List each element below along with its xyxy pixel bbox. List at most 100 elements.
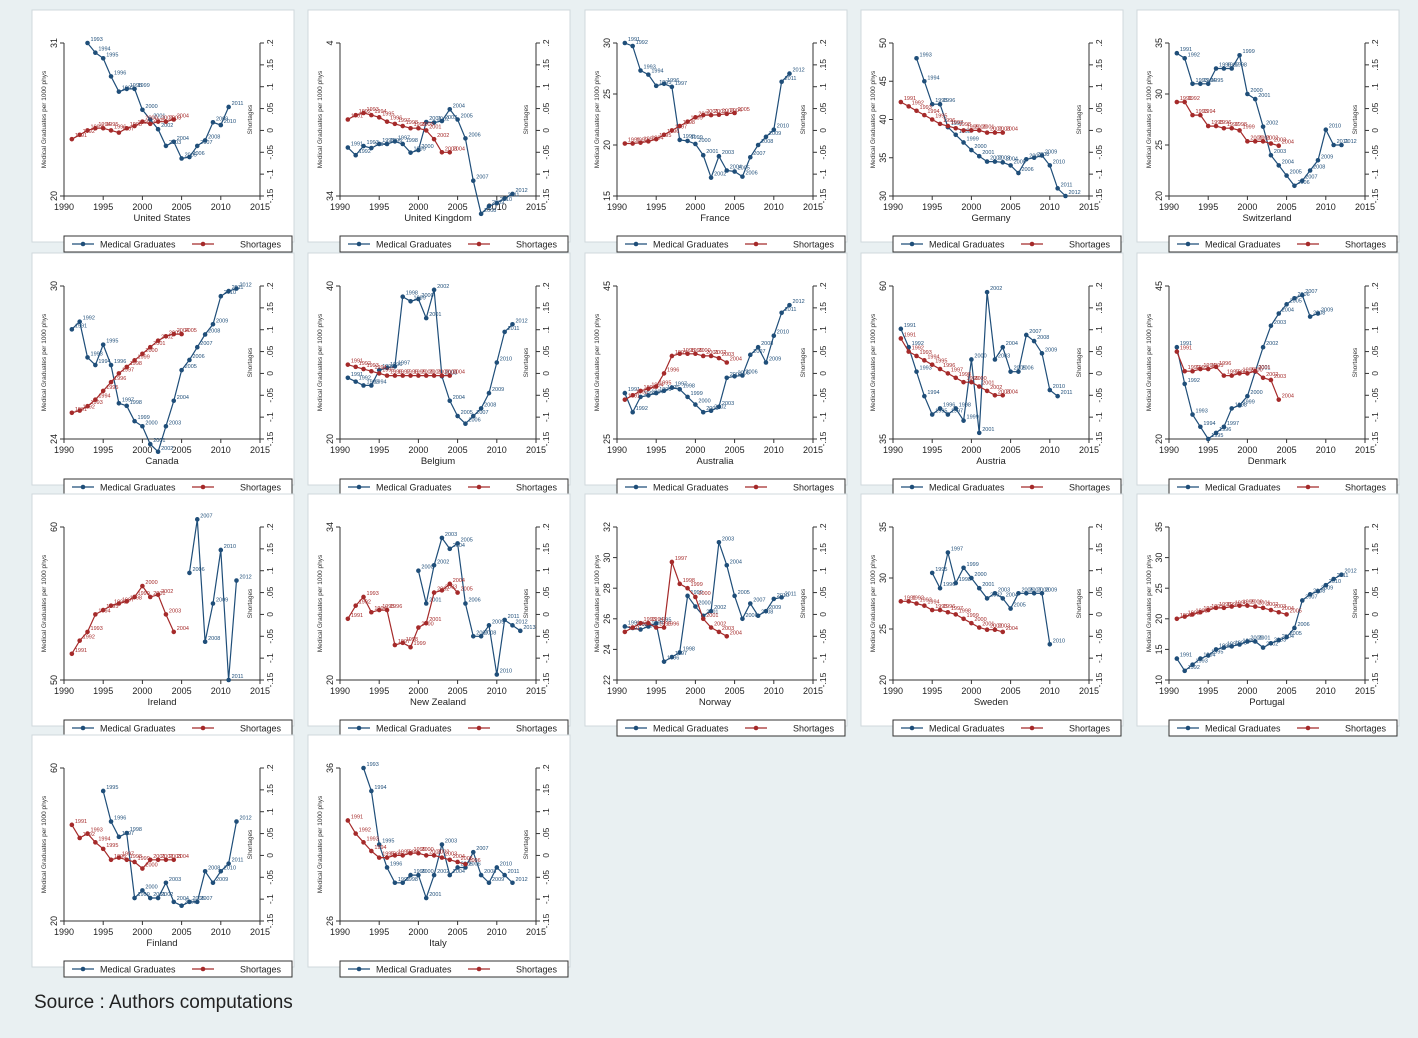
y2-tick-label: .1 (1370, 326, 1380, 333)
data-point (77, 638, 82, 643)
x-tick-label: 2000 (961, 445, 981, 455)
data-label: 2006 (1021, 587, 1033, 593)
data-label: 2008 (208, 865, 220, 871)
data-point (478, 633, 484, 639)
data-label: 1998 (130, 827, 142, 833)
data-label: 1994 (927, 600, 939, 606)
data-point (408, 150, 413, 155)
x-axis-label: Portugal (1249, 697, 1284, 708)
y2-tick-label: -.1 (265, 894, 275, 904)
data-point (653, 625, 659, 630)
data-point (163, 612, 169, 617)
data-point (1031, 591, 1037, 596)
data-label: 1993 (91, 828, 103, 834)
data-point (93, 362, 98, 368)
data-label: 2006 (468, 858, 480, 864)
data-point (502, 617, 507, 623)
data-point (1213, 123, 1219, 129)
y2-tick-label: .15 (818, 59, 828, 71)
data-point (400, 373, 406, 378)
data-point (202, 332, 208, 337)
y-tick-label: 40 (325, 281, 335, 291)
data-point (1213, 430, 1219, 436)
legend: Medical Graduates Shortages (339, 960, 569, 978)
data-label: 1997 (398, 370, 410, 376)
data-point (622, 40, 628, 46)
data-label: 2009 (1321, 585, 1333, 591)
data-point (478, 211, 484, 217)
data-point (124, 364, 130, 370)
legend-label-graduates: Medical Graduates (100, 483, 176, 493)
data-label: 2008 (761, 341, 773, 347)
data-label: 1992 (636, 406, 648, 412)
data-point (431, 373, 437, 378)
data-point (937, 607, 943, 613)
data-label: 2012 (239, 816, 251, 822)
legend-label-shortages: Shortages (1345, 483, 1387, 493)
data-label: 2001 (1258, 601, 1270, 607)
data-point (155, 126, 161, 132)
panel-background (584, 493, 848, 727)
data-label: 1998 (959, 122, 971, 128)
y2-tick-label: -.1 (1094, 653, 1104, 663)
data-point (85, 831, 90, 836)
data-label: 1997 (951, 120, 963, 126)
data-label: 2002 (1266, 135, 1278, 141)
data-label: 1999 (1243, 124, 1255, 130)
data-point (1245, 371, 1250, 376)
data-label: 1999 (967, 562, 979, 568)
data-point (1063, 193, 1068, 199)
data-label: 2000 (1250, 135, 1262, 141)
data-point (646, 624, 651, 629)
y2-tick-label: 0 (1094, 371, 1104, 376)
data-point (140, 866, 145, 871)
legend-marker-graduates (356, 484, 362, 490)
data-point (1198, 81, 1203, 87)
legend-marker-shortages (200, 241, 206, 247)
data-point (763, 360, 769, 365)
y2-tick-label: .2 (1094, 39, 1104, 46)
data-point (708, 175, 714, 180)
y2-tick-label: .05 (265, 345, 275, 357)
y2-tick-label: .2 (1370, 39, 1380, 46)
data-point (408, 850, 413, 856)
y2-tick-label: 0 (265, 853, 275, 858)
x-tick-label: 2010 (1316, 202, 1336, 212)
data-label: 2004 (1006, 626, 1018, 632)
data-label: 2004 (453, 854, 465, 860)
data-point (1237, 403, 1242, 408)
data-point (685, 138, 690, 144)
data-label: 1991 (351, 814, 363, 820)
x-tick-label: 2015 (1355, 445, 1375, 455)
data-label: 2000 (698, 591, 710, 597)
data-label: 2002 (714, 350, 726, 356)
data-point (646, 386, 651, 392)
y-axis-label: Medical Graduates per 1000 phys (317, 554, 324, 652)
x-tick-label: 1990 (1159, 445, 1179, 455)
data-point (1260, 344, 1266, 350)
panel-background (1136, 9, 1400, 243)
data-point (1182, 56, 1187, 61)
data-label: 2004 (453, 103, 465, 109)
y-axis-label: Medical Graduates per 1000 phys (41, 795, 48, 893)
y2-tick-label: .05 (265, 102, 275, 114)
data-point (976, 153, 982, 159)
y-tick-label: 20 (49, 916, 59, 926)
data-point (1213, 647, 1219, 652)
data-label: 2004 (177, 328, 189, 334)
data-label: 2000 (1250, 88, 1262, 94)
data-label: 1995 (106, 339, 118, 345)
data-point (630, 392, 635, 398)
data-label: 1992 (359, 828, 371, 834)
data-label: 2000 (698, 348, 710, 354)
y2-tick-label: .15 (818, 302, 828, 314)
x-tick-label: 2005 (172, 927, 192, 937)
data-point (400, 294, 406, 300)
data-label: 2000 (974, 144, 986, 150)
y2-tick-label: .15 (1370, 59, 1380, 71)
x-tick-label: 2000 (685, 686, 705, 696)
data-point (1221, 645, 1227, 650)
data-point (345, 145, 351, 150)
data-point (210, 880, 216, 886)
data-point (1198, 424, 1203, 430)
